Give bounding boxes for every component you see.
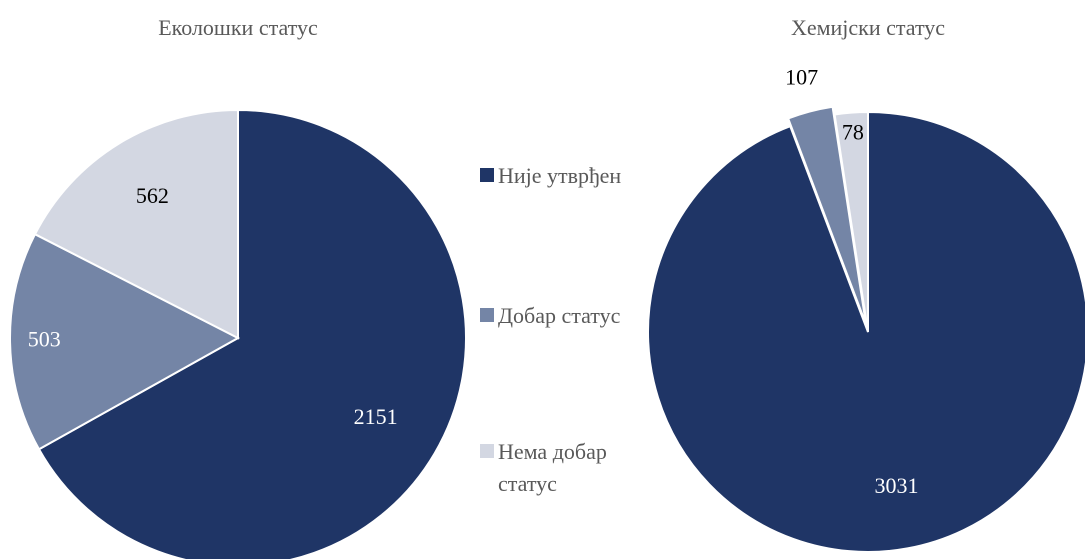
- pie-slice: [9, 232, 241, 451]
- legend-item: Добар статус: [480, 300, 650, 332]
- legend-swatch: [480, 308, 494, 322]
- data-label: 78: [842, 120, 864, 145]
- legend-label: Нема добар статус: [498, 439, 607, 496]
- data-label: 107: [785, 65, 818, 90]
- legend-label: Није утврђен: [498, 163, 622, 188]
- chart-title: Хемијски статус: [791, 15, 945, 40]
- pie-slice: [647, 110, 1085, 553]
- data-label: 562: [136, 183, 169, 208]
- pie-slice: [833, 110, 869, 333]
- pie-slice: [37, 108, 467, 559]
- pie-slice: [33, 108, 239, 340]
- legend-item: Нема добар статус: [480, 436, 650, 500]
- data-label: 2151: [354, 404, 398, 429]
- pie-slice: [786, 105, 867, 325]
- data-label: 3031: [874, 473, 918, 498]
- legend-label: Добар статус: [498, 303, 621, 328]
- chart-title: Еколошки статус: [158, 15, 318, 40]
- data-label: 503: [28, 327, 61, 352]
- legend-swatch: [480, 168, 494, 182]
- legend-swatch: [480, 444, 494, 458]
- legend-item: Није утврђен: [480, 160, 650, 192]
